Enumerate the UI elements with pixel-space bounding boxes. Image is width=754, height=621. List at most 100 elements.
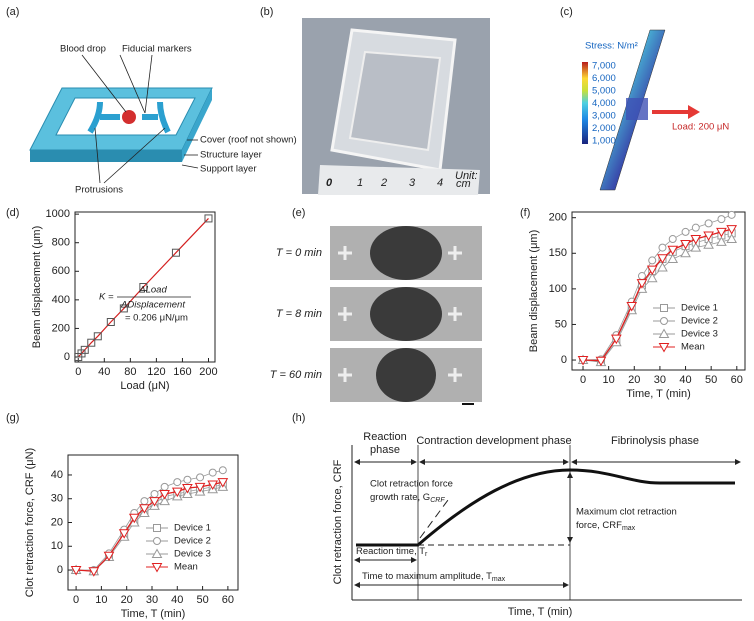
legend-label: Mean [174, 562, 198, 573]
annotation: force, CRFmax [576, 520, 636, 532]
y-axis-label: Beam displacement (μm) [31, 226, 43, 349]
annotation: Cover (roof not shown) [200, 135, 297, 146]
legend-label: Device 1 [681, 303, 718, 314]
colorbar-label: 2,000 [592, 123, 616, 134]
data-point [93, 332, 102, 341]
data-point [139, 283, 148, 291]
legend-label: Mean [681, 342, 705, 353]
ruler-label: 3 [409, 177, 416, 189]
data-point [118, 529, 130, 539]
fiducial [448, 307, 462, 321]
data-point [610, 334, 622, 345]
beams [87, 101, 171, 134]
x-axis-label: Time, T (min) [508, 606, 573, 618]
data-point [171, 487, 183, 498]
x-tick-label: 10 [603, 374, 615, 386]
data-point [183, 475, 192, 484]
x-tick-label: 40 [171, 594, 183, 606]
data-point [648, 256, 657, 265]
blood-drop [122, 110, 136, 124]
legend-marker [658, 328, 670, 338]
x-tick-label: 160 [173, 366, 191, 378]
annotation: Time to maximum amplitude, T [362, 571, 492, 582]
data-point [217, 478, 229, 488]
clot-images: T = 0 min T = 8 min T = 60 min [270, 226, 482, 405]
legend-marker [153, 524, 161, 532]
ruler-label: 0 [326, 177, 333, 189]
colorbar-label: 6,000 [592, 73, 616, 84]
data-point [88, 567, 100, 577]
data-point [80, 345, 89, 354]
schematic: Reaction phase Contraction development p… [332, 431, 742, 618]
legend-marker [151, 548, 163, 558]
x-tick-label: 50 [196, 594, 208, 606]
series-line [582, 228, 732, 362]
annotation: = 0.206 μN/μm [125, 313, 188, 324]
data-point [726, 233, 738, 244]
time-label: T = 0 min [276, 247, 322, 259]
annotation: growth rate, G [370, 492, 430, 503]
y-axis-label: Beam displacement (μm) [528, 230, 540, 353]
data-point [159, 489, 170, 500]
legend-label: Device 3 [681, 329, 718, 340]
data-point [196, 473, 205, 482]
phase-label: Reaction [363, 431, 406, 443]
data-point [668, 235, 677, 244]
colorbar-label: 4,000 [592, 98, 616, 109]
annotation: Reaction time, Tr [356, 546, 428, 558]
data-point [691, 223, 700, 232]
x-axis-label: Load (μN) [120, 380, 169, 392]
data-point [208, 468, 217, 477]
annotation: ΔDisplacement [120, 300, 185, 311]
data-point [194, 482, 206, 493]
x-tick-label: 0 [580, 374, 586, 386]
data-point [680, 240, 691, 250]
x-axis-label: Time, T (min) [626, 388, 691, 400]
x-tick-label: 80 [124, 366, 136, 378]
y-axis-label: Clot retraction force, CRF [332, 459, 344, 584]
data-point [681, 227, 690, 236]
annotation: Fiducial markers [122, 44, 192, 55]
y-tick-label: 800 [52, 237, 70, 249]
ruler-label: 4 [437, 177, 443, 189]
series-line [582, 238, 732, 363]
annotation: Structure layer [200, 150, 262, 161]
panel-label: (d) [6, 207, 19, 219]
x-axis-label: Time, T (min) [121, 608, 186, 620]
legend-label: Device 2 [174, 536, 211, 547]
colorbar-title: Stress: N/m² [585, 41, 638, 52]
annotation: Clot retraction force [370, 479, 453, 490]
phase-label: phase [370, 444, 400, 456]
data-point [716, 236, 727, 246]
fiducial [448, 368, 462, 382]
data-point [704, 219, 713, 228]
layer-edge [30, 150, 182, 162]
x-tick-label: 40 [679, 374, 691, 386]
annotation: force, CRF [576, 520, 622, 531]
data-point [139, 504, 150, 514]
colorbar-label: 1,000 [592, 136, 616, 147]
y-tick-label: 600 [52, 265, 70, 277]
data-point [626, 301, 638, 312]
x-tick-label: 10 [95, 594, 107, 606]
y-tick-label: 200 [549, 212, 567, 224]
data-point [150, 489, 159, 498]
data-point [173, 478, 182, 487]
colorbar-label: 7,000 [592, 61, 616, 72]
colorbar [582, 62, 588, 144]
panel-label: (f) [520, 207, 530, 219]
data-point [726, 225, 738, 235]
clot [370, 287, 442, 341]
data-point [128, 513, 140, 524]
ruler [318, 165, 480, 195]
annotation: Reaction time, T [356, 546, 425, 557]
block [626, 98, 648, 120]
y-tick-label: 150 [549, 247, 567, 259]
data-point [159, 495, 170, 506]
annotation: growth rate, GCRF [370, 492, 445, 504]
x-tick-label: 200 [199, 366, 217, 378]
y-tick-label: 0 [57, 564, 63, 576]
x-tick-label: 120 [147, 366, 165, 378]
annotation: Support layer [200, 164, 257, 175]
